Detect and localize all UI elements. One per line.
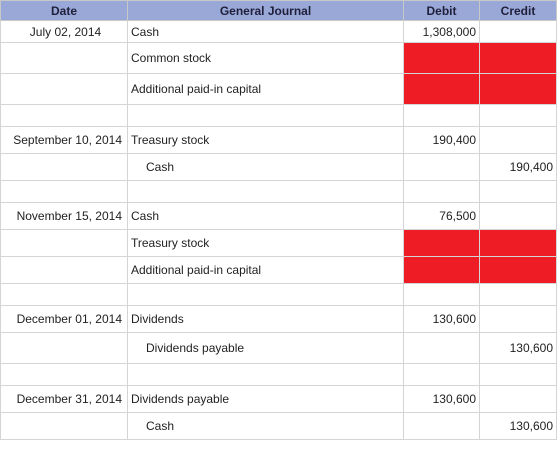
empty-cell[interactable] [127,283,404,306]
debit-input-cell-highlighted[interactable] [403,73,480,105]
date-cell[interactable] [0,229,128,257]
account-cell[interactable]: Common stock [127,42,404,74]
credit-input-cell-highlighted[interactable] [479,42,557,74]
debit-cell[interactable]: 190,400 [403,126,480,154]
debit-cell[interactable] [403,153,480,181]
empty-cell[interactable] [479,283,557,306]
journal-row: July 02, 2014 Cash 1,308,000 [0,20,557,43]
account-cell[interactable]: Dividends [127,305,404,333]
journal-row: Common stock [0,42,557,74]
credit-input-cell-highlighted[interactable] [479,73,557,105]
debit-input-cell-highlighted[interactable] [403,229,480,257]
empty-cell[interactable] [403,363,480,386]
debit-input-cell-highlighted[interactable] [403,42,480,74]
empty-cell[interactable] [0,283,128,306]
header-row: Date General Journal Debit Credit [0,0,557,21]
date-cell[interactable]: December 31, 2014 [0,385,128,413]
empty-cell[interactable] [403,283,480,306]
account-cell[interactable]: Additional paid-in capital [127,73,404,105]
account-cell[interactable]: Cash [127,412,404,440]
credit-input-cell-highlighted[interactable] [479,256,557,284]
journal-row: Dividends payable 130,600 [0,332,557,364]
credit-cell[interactable]: 190,400 [479,153,557,181]
empty-cell[interactable] [403,104,480,127]
journal-row: Additional paid-in capital [0,73,557,105]
date-cell[interactable]: July 02, 2014 [0,20,128,43]
date-cell[interactable] [0,332,128,364]
credit-cell[interactable] [479,126,557,154]
empty-cell[interactable] [127,104,404,127]
debit-cell[interactable]: 130,600 [403,385,480,413]
account-cell[interactable]: Cash [127,20,404,43]
account-cell[interactable]: Additional paid-in capital [127,256,404,284]
journal-row: Cash 190,400 [0,153,557,181]
journal-row: September 10, 2014 Treasury stock 190,40… [0,126,557,154]
date-cell[interactable] [0,42,128,74]
empty-cell[interactable] [0,363,128,386]
journal-row: November 15, 2014 Cash 76,500 [0,202,557,230]
date-cell[interactable]: November 15, 2014 [0,202,128,230]
debit-cell[interactable]: 76,500 [403,202,480,230]
empty-cell[interactable] [0,180,128,203]
spacer-row [0,363,557,386]
credit-input-cell-highlighted[interactable] [479,229,557,257]
journal-column-header: General Journal [127,0,404,21]
date-cell[interactable] [0,73,128,105]
date-cell[interactable]: September 10, 2014 [0,126,128,154]
date-column-header: Date [0,0,128,21]
credit-cell[interactable] [479,385,557,413]
debit-column-header: Debit [403,0,480,21]
spacer-row [0,180,557,203]
debit-cell[interactable]: 130,600 [403,305,480,333]
journal-row: Additional paid-in capital [0,256,557,284]
empty-cell[interactable] [479,180,557,203]
debit-cell[interactable] [403,332,480,364]
empty-cell[interactable] [0,104,128,127]
credit-cell[interactable]: 130,600 [479,332,557,364]
debit-input-cell-highlighted[interactable] [403,256,480,284]
journal-row: Treasury stock [0,229,557,257]
debit-cell[interactable]: 1,308,000 [403,20,480,43]
spacer-row [0,283,557,306]
journal-row: December 01, 2014 Dividends 130,600 [0,305,557,333]
account-cell[interactable]: Cash [127,202,404,230]
spacer-row [0,104,557,127]
date-cell[interactable] [0,256,128,284]
debit-cell[interactable] [403,412,480,440]
empty-cell[interactable] [403,180,480,203]
empty-cell[interactable] [127,180,404,203]
account-cell[interactable]: Dividends payable [127,385,404,413]
account-cell[interactable]: Dividends payable [127,332,404,364]
date-cell[interactable] [0,412,128,440]
credit-column-header: Credit [479,0,557,21]
date-cell[interactable]: December 01, 2014 [0,305,128,333]
account-cell[interactable]: Treasury stock [127,126,404,154]
general-journal-table: Date General Journal Debit Credit July 0… [0,0,557,440]
empty-cell[interactable] [127,363,404,386]
date-cell[interactable] [0,153,128,181]
credit-cell[interactable] [479,202,557,230]
credit-cell[interactable]: 130,600 [479,412,557,440]
credit-cell[interactable] [479,20,557,43]
account-cell[interactable]: Treasury stock [127,229,404,257]
account-cell[interactable]: Cash [127,153,404,181]
credit-cell[interactable] [479,305,557,333]
empty-cell[interactable] [479,104,557,127]
journal-row: December 31, 2014 Dividends payable 130,… [0,385,557,413]
journal-row: Cash 130,600 [0,412,557,440]
empty-cell[interactable] [479,363,557,386]
